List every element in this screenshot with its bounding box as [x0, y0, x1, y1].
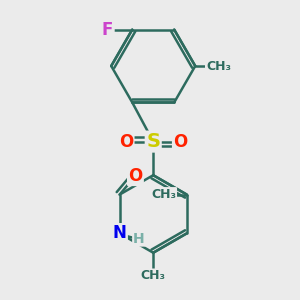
Text: H: H: [133, 232, 145, 245]
Text: O: O: [173, 133, 188, 151]
Text: N: N: [113, 224, 127, 242]
Text: F: F: [102, 21, 113, 39]
Text: CH₃: CH₃: [151, 188, 176, 201]
Text: S: S: [146, 132, 160, 151]
Text: CH₃: CH₃: [206, 59, 231, 73]
Text: O: O: [128, 167, 142, 185]
Text: O: O: [119, 133, 133, 151]
Text: CH₃: CH₃: [141, 269, 166, 283]
